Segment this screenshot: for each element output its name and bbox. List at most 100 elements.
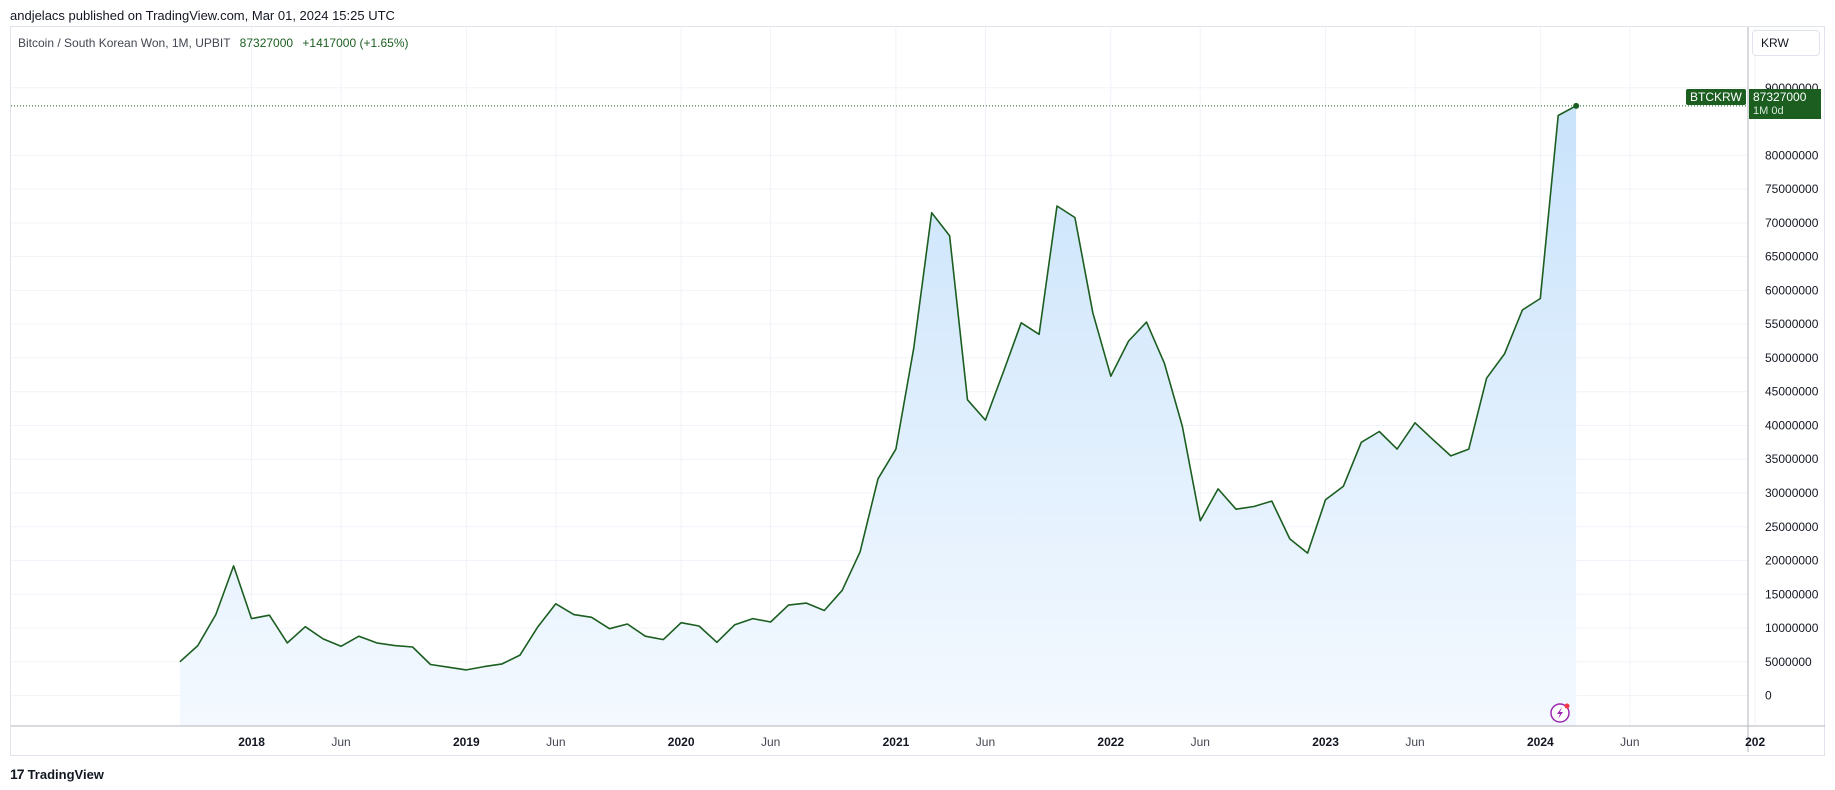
data-point: [752, 618, 754, 620]
tradingview-logo-text: TradingView: [27, 766, 104, 782]
tradingview-logo-icon: 17: [10, 766, 25, 782]
data-point: [304, 626, 306, 628]
y-tick-label: 45000000: [1765, 385, 1819, 399]
data-point: [1163, 362, 1165, 364]
data-point: [1217, 488, 1219, 490]
data-point: [770, 621, 772, 623]
data-point: [1271, 500, 1273, 502]
currency-selector-button[interactable]: KRW: [1752, 30, 1820, 56]
data-point: [1253, 506, 1255, 508]
data-point: [1396, 448, 1398, 450]
x-tick-label: 2021: [883, 735, 910, 749]
data-point: [1199, 520, 1201, 522]
data-point: [1504, 353, 1506, 355]
x-tick-label: 202: [1745, 735, 1765, 749]
y-tick-label: 35000000: [1765, 452, 1819, 466]
x-tick-label: Jun: [331, 735, 350, 749]
event-notification-dot: [1564, 703, 1570, 709]
data-point: [1378, 431, 1380, 433]
data-point: [859, 551, 861, 553]
last-price-label: 87327000 1M 0d: [1749, 89, 1821, 119]
data-point: [626, 623, 628, 625]
data-point: [1486, 377, 1488, 379]
data-point: [1038, 333, 1040, 335]
x-axis[interactable]: 2018 Jun 2019 Jun 2020 Jun 2021 Jun 2022 Jun 2023 J…: [11, 725, 1825, 749]
tradingview-logo[interactable]: 17 TradingView: [10, 766, 104, 782]
data-point: [1235, 508, 1237, 510]
y-tick-label: 80000000: [1765, 148, 1819, 162]
chart-frame: [10, 26, 1825, 756]
x-tick-label: Jun: [1620, 735, 1639, 749]
y-tick-label: 60000000: [1765, 283, 1819, 297]
x-tick-label: Jun: [1191, 735, 1210, 749]
x-tick-label: Jun: [1405, 735, 1424, 749]
data-point: [1110, 375, 1112, 377]
data-point: [358, 635, 360, 637]
y-tick-label: 70000000: [1765, 216, 1819, 230]
data-point: [609, 628, 611, 630]
x-tick-label: 2024: [1527, 735, 1554, 749]
data-point: [215, 614, 217, 616]
data-point: [1539, 297, 1541, 299]
x-tick-label: 2023: [1312, 735, 1339, 749]
data-point: [430, 664, 432, 666]
data-point: [465, 669, 467, 671]
legend-symbol: Bitcoin / South Korean Won, 1M, UPBIT: [18, 36, 231, 50]
data-point: [233, 565, 235, 567]
grid-lines: [11, 27, 1756, 726]
data-point: [734, 624, 736, 626]
data-point: [984, 419, 986, 421]
y-tick-label: 25000000: [1765, 520, 1819, 534]
data-point: [823, 610, 825, 612]
data-point: [1307, 552, 1309, 554]
series-area: [11, 102, 1748, 727]
data-point: [1092, 312, 1094, 314]
lightning-glyph: [1557, 707, 1563, 719]
data-point: [895, 448, 897, 450]
data-point: [1146, 321, 1148, 323]
data-point: [877, 478, 879, 480]
data-point: [286, 642, 288, 644]
x-tick-label: 2019: [453, 735, 480, 749]
data-point: [805, 602, 807, 604]
y-tick-label: 10000000: [1765, 621, 1819, 635]
data-point: [698, 625, 700, 627]
data-point: [1128, 340, 1130, 342]
symbol-legend[interactable]: Bitcoin / South Korean Won, 1M, UPBIT 87…: [18, 36, 409, 50]
y-tick-label: 55000000: [1765, 317, 1819, 331]
x-tick-label: Jun: [976, 735, 995, 749]
data-point: [1468, 448, 1470, 450]
y-tick-label: 40000000: [1765, 418, 1819, 432]
series-line: [179, 105, 1577, 671]
data-point: [519, 654, 521, 656]
legend-last-price: 87327000: [239, 36, 294, 50]
data-point: [1020, 322, 1022, 324]
y-tick-label: 50000000: [1765, 351, 1819, 365]
legend-change: +1417000 (+1.65%): [302, 36, 409, 50]
data-point: [913, 347, 915, 349]
data-point: [1181, 425, 1183, 427]
data-point: [376, 642, 378, 644]
data-point: [1289, 538, 1291, 540]
y-tick-label: 30000000: [1765, 486, 1819, 500]
y-tick-label: 15000000: [1765, 587, 1819, 601]
symbol-price-label: BTCKRW: [1686, 89, 1746, 105]
data-point: [179, 661, 181, 663]
x-tick-label: 2018: [238, 735, 265, 749]
data-point: [573, 614, 575, 616]
data-point: [501, 663, 503, 665]
data-point: [841, 589, 843, 591]
data-point: [788, 604, 790, 606]
data-point: [483, 666, 485, 668]
data-point: [662, 639, 664, 641]
data-point: [394, 645, 396, 647]
data-point: [1056, 205, 1058, 207]
data-point: [412, 646, 414, 648]
data-point: [591, 616, 593, 618]
data-point: [967, 399, 969, 401]
y-axis[interactable]: 0 5000000 10000000 15000000 20000000 25000000…: [1747, 27, 1819, 752]
last-price-dot: [1573, 102, 1580, 109]
data-point: [1002, 371, 1004, 373]
data-point: [1074, 216, 1076, 218]
